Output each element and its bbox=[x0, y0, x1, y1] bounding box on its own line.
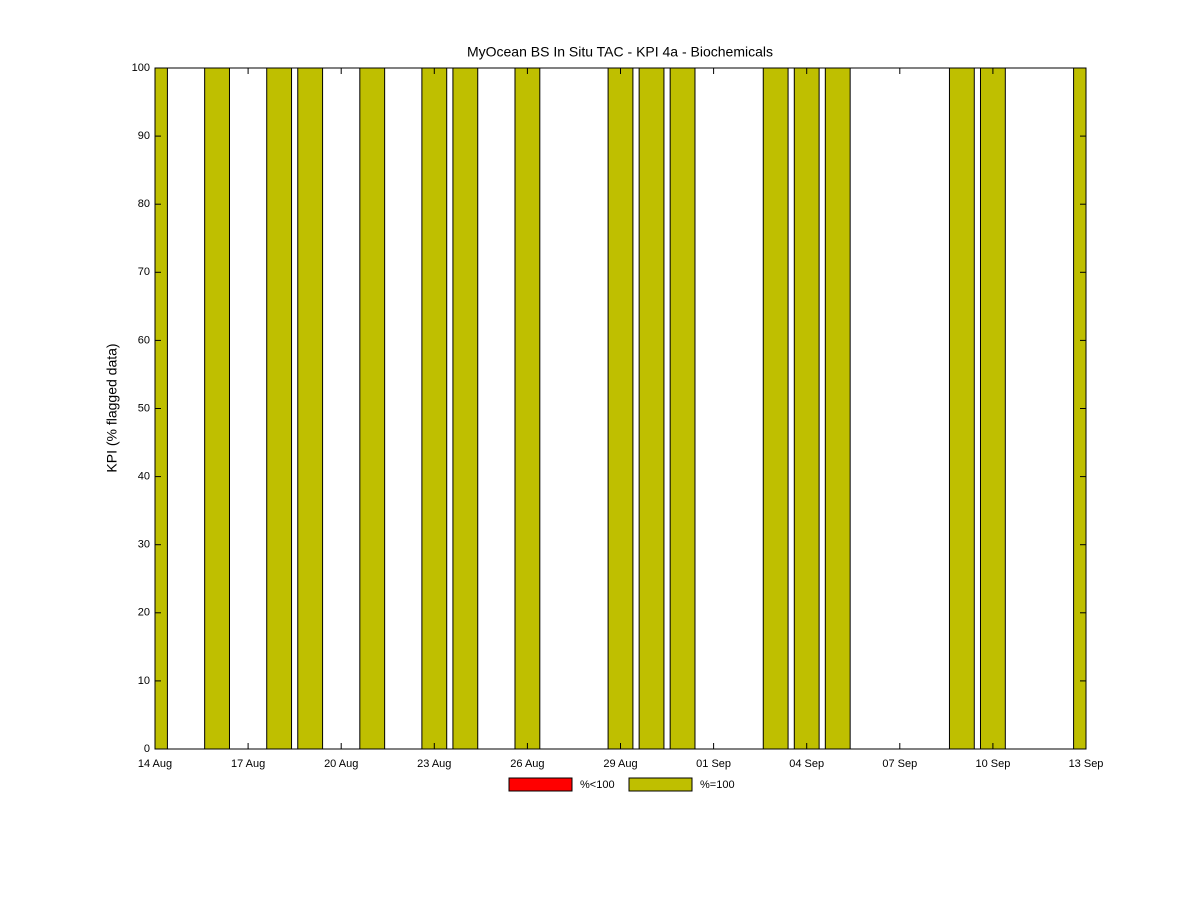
bar bbox=[514, 68, 541, 749]
bar bbox=[607, 68, 634, 749]
bar bbox=[204, 68, 230, 749]
legend-label: %=100 bbox=[700, 779, 735, 791]
y-tick-label: 90 bbox=[138, 130, 150, 142]
chart-title: MyOcean BS In Situ TAC - KPI 4a - Bioche… bbox=[467, 44, 773, 60]
x-tick-label: 13 Sep bbox=[1069, 758, 1104, 770]
x-tick-label: 07 Sep bbox=[882, 758, 917, 770]
bar bbox=[155, 68, 168, 749]
legend-label: %<100 bbox=[580, 779, 615, 791]
x-tick-label: 14 Aug bbox=[138, 758, 172, 770]
bar bbox=[948, 68, 975, 749]
bars bbox=[155, 68, 1086, 749]
y-tick-label: 0 bbox=[144, 743, 150, 755]
x-tick-label: 17 Aug bbox=[231, 758, 265, 770]
x-tick-label: 29 Aug bbox=[603, 758, 637, 770]
y-tick-label: 60 bbox=[138, 334, 150, 346]
bar bbox=[762, 68, 789, 749]
y-tick-label: 70 bbox=[138, 266, 150, 278]
bar bbox=[1073, 68, 1086, 749]
bar bbox=[359, 68, 386, 749]
bar bbox=[638, 68, 665, 749]
y-tick-label: 20 bbox=[138, 607, 150, 619]
x-tick-label: 20 Aug bbox=[324, 758, 358, 770]
bar bbox=[266, 68, 293, 749]
legend-swatch bbox=[628, 777, 693, 792]
x-tick-label: 26 Aug bbox=[510, 758, 544, 770]
bar bbox=[421, 68, 448, 749]
y-tick-label: 30 bbox=[138, 539, 150, 551]
y-tick-label: 40 bbox=[138, 471, 150, 483]
y-tick-label: 50 bbox=[138, 402, 150, 414]
x-tick-label: 01 Sep bbox=[696, 758, 731, 770]
bar bbox=[452, 68, 479, 749]
x-tick-label: 23 Aug bbox=[417, 758, 451, 770]
y-axis-label: KPI (% flagged data) bbox=[104, 343, 120, 472]
bar bbox=[793, 68, 820, 749]
bar bbox=[824, 68, 851, 749]
legend-swatch bbox=[508, 777, 573, 792]
bar bbox=[669, 68, 696, 749]
x-tick-label: 04 Sep bbox=[789, 758, 824, 770]
y-tick-label: 80 bbox=[138, 198, 150, 210]
y-tick-label: 100 bbox=[132, 62, 150, 74]
bar bbox=[297, 68, 324, 749]
x-tick-label: 10 Sep bbox=[975, 758, 1010, 770]
y-tick-label: 10 bbox=[138, 675, 150, 687]
bar bbox=[979, 68, 1006, 749]
